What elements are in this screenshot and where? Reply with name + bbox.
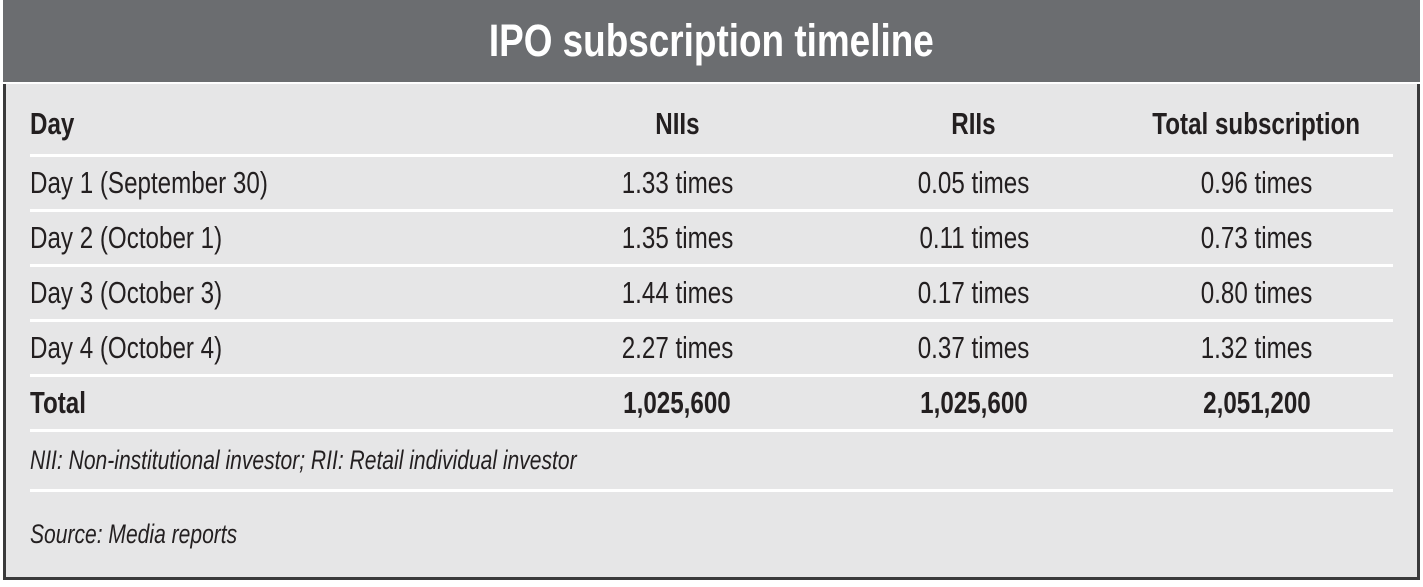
cell-day: Day 1 (September 30) xyxy=(30,165,268,200)
page-title: IPO subscription timeline xyxy=(489,15,934,66)
cell-nii: 1.33 times xyxy=(621,165,734,200)
col-header-total-subscription: Total subscription xyxy=(1152,106,1361,141)
cell-rii: 0.05 times xyxy=(918,165,1030,200)
table-row: Day 1 (September 30) 1.33 times 0.05 tim… xyxy=(30,157,1393,212)
cell-nii: 1.44 times xyxy=(621,275,734,310)
cell-day: Day 2 (October 1) xyxy=(30,220,223,255)
table-row: Day 4 (October 4) 2.27 times 0.37 times … xyxy=(30,322,1393,377)
source-line: Source: Media reports xyxy=(30,519,238,549)
title-bar: IPO subscription timeline xyxy=(3,0,1420,82)
col-header-riis: RIIs xyxy=(951,106,997,141)
cell-rii: 0.37 times xyxy=(918,330,1030,365)
figure-frame: IPO subscription timeline Day NIIs RIIs … xyxy=(3,0,1420,580)
cell-nii: 1.35 times xyxy=(621,220,734,255)
col-header-day: Day xyxy=(30,106,75,141)
table-row: Day 3 (October 3) 1.44 times 0.17 times … xyxy=(30,267,1393,322)
footnote-row: NII: Non-institutional investor; RII: Re… xyxy=(30,432,1393,492)
header-row: Day NIIs RIIs Total subscription xyxy=(30,84,1393,157)
cell-rii: 0.17 times xyxy=(918,275,1030,310)
total-row: Total 1,025,600 1,025,600 2,051,200 xyxy=(30,377,1393,432)
cell-day: Day 3 (October 3) xyxy=(30,275,223,310)
subscription-table: Day NIIs RIIs Total subscription Day 1 (… xyxy=(3,84,1420,580)
cell-total-subscription: 2,051,200 xyxy=(1202,385,1311,420)
source-row: Source: Media reports xyxy=(30,492,1393,577)
cell-total-label: Total xyxy=(30,385,86,420)
table-rows: Day NIIs RIIs Total subscription Day 1 (… xyxy=(30,84,1393,577)
footnote: NII: Non-institutional investor; RII: Re… xyxy=(30,445,577,475)
cell-total: 0.73 times xyxy=(1200,220,1313,255)
title-divider xyxy=(3,82,1420,84)
col-header-niis: NIIs xyxy=(655,106,700,141)
cell-rii: 0.11 times xyxy=(918,220,1029,255)
cell-total: 0.96 times xyxy=(1200,165,1313,200)
cell-total: 0.80 times xyxy=(1200,275,1313,310)
cell-total: 1.32 times xyxy=(1200,330,1313,365)
cell-total-nii: 1,025,600 xyxy=(623,385,732,420)
cell-nii: 2.27 times xyxy=(621,330,734,365)
table-row: Day 2 (October 1) 1.35 times 0.11 times … xyxy=(30,212,1393,267)
cell-total-rii: 1,025,600 xyxy=(920,385,1028,420)
cell-day: Day 4 (October 4) xyxy=(30,330,223,365)
